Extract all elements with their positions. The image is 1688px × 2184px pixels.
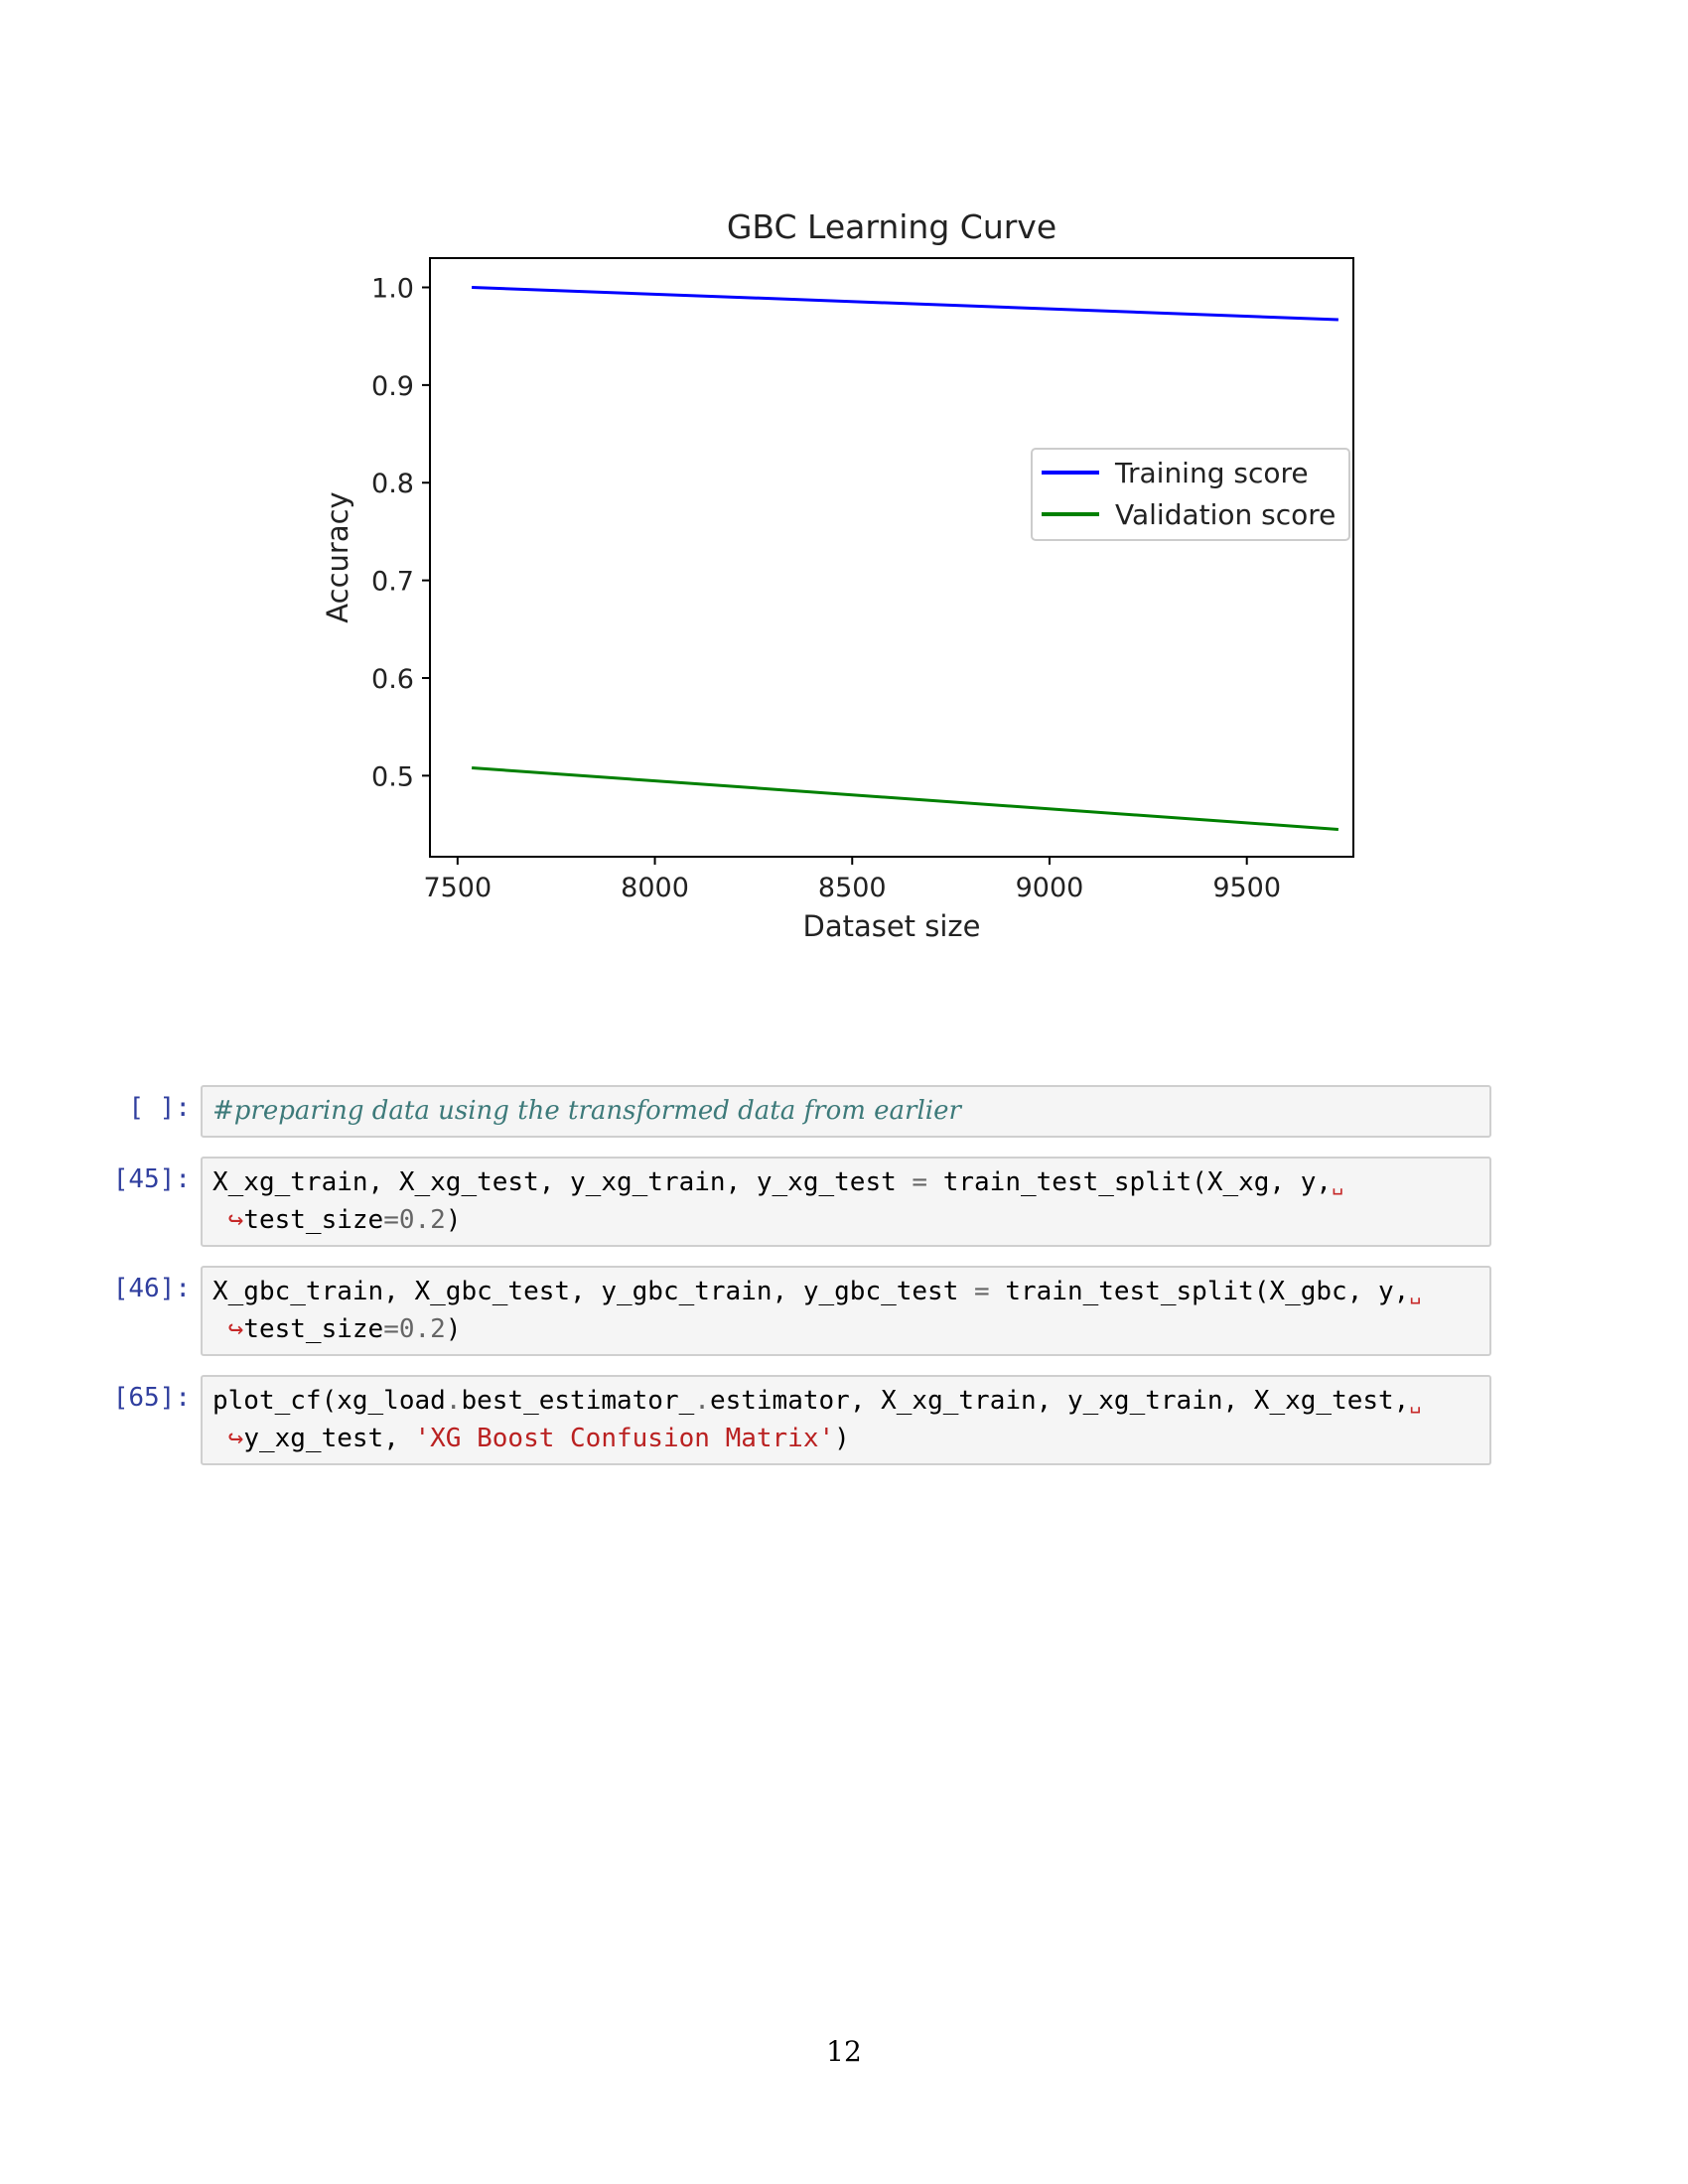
y-tick-label: 0.8 bbox=[371, 469, 414, 499]
x-tick-label: 8000 bbox=[621, 873, 689, 903]
y-tick-label: 0.6 bbox=[371, 664, 414, 695]
code-token: train_test_split(X_gbc, y, bbox=[989, 1277, 1410, 1306]
code-token: 0.2 bbox=[398, 1205, 446, 1235]
code-input[interactable]: X_gbc_train, X_gbc_test, y_gbc_train, y_… bbox=[201, 1266, 1491, 1356]
code-token: train_test_split(X_xg, y, bbox=[927, 1167, 1333, 1197]
code-token: plot_cf(xg_load bbox=[212, 1386, 446, 1416]
cell-prompt: [ ]: bbox=[128, 1093, 191, 1123]
code-token: = bbox=[912, 1167, 928, 1197]
wrap-arrow-icon: ↪ bbox=[212, 1314, 244, 1344]
code-token: = bbox=[383, 1314, 399, 1344]
cell-prompt: [46]: bbox=[112, 1274, 191, 1303]
code-token: 0.2 bbox=[398, 1314, 446, 1344]
code-line: X_gbc_train, X_gbc_test, y_gbc_train, y_… bbox=[212, 1274, 1479, 1311]
plot-frame bbox=[429, 257, 1354, 858]
series-line-0 bbox=[472, 286, 1338, 322]
legend-label: Training score bbox=[1114, 457, 1309, 489]
code-token: ) bbox=[445, 1314, 462, 1344]
x-tick-label: 9000 bbox=[1016, 873, 1084, 903]
code-token: best_estimator_ bbox=[461, 1386, 695, 1416]
code-token: ) bbox=[445, 1205, 462, 1235]
code-token: ) bbox=[834, 1424, 850, 1453]
code-token: 'XG Boost Confusion Matrix' bbox=[414, 1424, 835, 1453]
y-tick-label: 0.7 bbox=[371, 567, 414, 598]
code-token: #preparing data using the transformed da… bbox=[212, 1096, 961, 1126]
y-tick-label: 0.5 bbox=[371, 761, 414, 792]
code-input[interactable]: X_xg_train, X_xg_test, y_xg_train, y_xg_… bbox=[201, 1157, 1491, 1247]
code-token: estimator, X_xg_train, y_xg_train, X_xg_… bbox=[709, 1386, 1410, 1416]
line-continuation-icon: ␣ bbox=[1409, 1390, 1422, 1414]
code-line: #preparing data using the transformed da… bbox=[212, 1093, 1479, 1130]
code-line: X_xg_train, X_xg_test, y_xg_train, y_xg_… bbox=[212, 1164, 1479, 1202]
code-token: = bbox=[974, 1277, 990, 1306]
wrap-arrow-icon: ↪ bbox=[212, 1205, 244, 1235]
x-tick-label: 7500 bbox=[423, 873, 492, 903]
x-tick-label: 9500 bbox=[1212, 873, 1281, 903]
chart-title: GBC Learning Curve bbox=[727, 207, 1056, 246]
code-line: ↪y_xg_test, 'XG Boost Confusion Matrix') bbox=[212, 1421, 1479, 1457]
code-line: ↪test_size=0.2) bbox=[212, 1311, 1479, 1348]
code-token: . bbox=[445, 1386, 462, 1416]
y-tick-label: 0.9 bbox=[371, 371, 414, 402]
code-line: plot_cf(xg_load.best_estimator_.estimato… bbox=[212, 1383, 1479, 1421]
line-continuation-icon: ␣ bbox=[1409, 1281, 1422, 1304]
y-axis-label: Accuracy bbox=[321, 491, 354, 622]
code-token: . bbox=[694, 1386, 710, 1416]
line-continuation-icon: ␣ bbox=[1332, 1171, 1344, 1195]
cell-prompt: [45]: bbox=[112, 1164, 191, 1194]
legend-box bbox=[1031, 448, 1350, 541]
page-number: 12 bbox=[826, 2035, 862, 2068]
code-token: = bbox=[383, 1205, 399, 1235]
code-token: test_size bbox=[243, 1314, 384, 1344]
code-input[interactable]: #preparing data using the transformed da… bbox=[201, 1085, 1491, 1138]
series-line-1 bbox=[472, 765, 1339, 831]
x-axis-label: Dataset size bbox=[802, 909, 980, 943]
learning-curve-chart: GBC Learning Curve 7500 8000 8500 9000 9500 0.… bbox=[298, 194, 1390, 968]
code-line: ↪test_size=0.2) bbox=[212, 1202, 1479, 1239]
code-token: test_size bbox=[243, 1205, 384, 1235]
code-input[interactable]: plot_cf(xg_load.best_estimator_.estimato… bbox=[201, 1375, 1491, 1465]
x-tick-label: 8500 bbox=[818, 873, 887, 903]
y-tick-label: 1.0 bbox=[371, 274, 414, 305]
cell-prompt: [65]: bbox=[112, 1383, 191, 1413]
code-token: y_xg_test, bbox=[243, 1424, 415, 1453]
code-token: X_xg_train, X_xg_test, y_xg_train, y_xg_… bbox=[212, 1167, 913, 1197]
chart-svg: GBC Learning Curve 7500 8000 8500 9000 9500 0.… bbox=[321, 207, 1354, 943]
wrap-arrow-icon: ↪ bbox=[212, 1424, 244, 1453]
legend-label: Validation score bbox=[1115, 498, 1336, 531]
code-token: X_gbc_train, X_gbc_test, y_gbc_train, y_… bbox=[212, 1277, 975, 1306]
